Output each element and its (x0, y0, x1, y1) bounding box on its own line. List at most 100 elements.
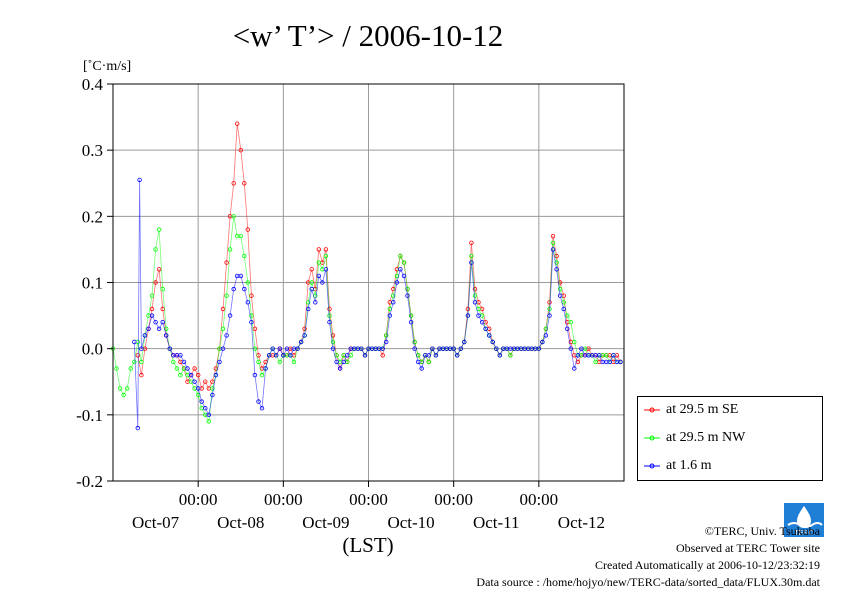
data-point (405, 286, 410, 292)
data-point (306, 300, 311, 305)
data-point (561, 306, 566, 312)
data-point (472, 300, 478, 305)
data-point (472, 293, 478, 298)
data-point (550, 233, 556, 239)
data-point (380, 353, 385, 358)
x-date-label: Oct-12 (558, 513, 605, 532)
data-point (174, 366, 180, 371)
data-point (160, 286, 165, 292)
data-point (568, 320, 573, 325)
data-point (181, 359, 187, 365)
data-point (249, 320, 254, 325)
data-point (291, 359, 297, 365)
legend-label-se: at 29.5 m SE (666, 402, 739, 417)
data-point (426, 353, 431, 358)
data-point (554, 260, 559, 265)
data-point (160, 320, 165, 325)
data-point (316, 247, 321, 252)
data-point (330, 346, 336, 351)
data-point (149, 306, 155, 312)
data-point (153, 247, 158, 252)
data-point (121, 392, 126, 398)
data-point (472, 286, 478, 292)
data-point (476, 313, 481, 318)
series-layer (110, 121, 623, 431)
data-point (490, 339, 495, 345)
data-point (320, 280, 325, 285)
data-point (139, 372, 144, 378)
logo-text: TERC (794, 530, 813, 537)
data-point (220, 346, 226, 351)
data-point (416, 359, 421, 365)
data-point (270, 346, 275, 351)
x-date-label: Oct-09 (302, 513, 349, 532)
data-point (593, 359, 598, 365)
data-point (224, 333, 229, 338)
data-point (139, 359, 144, 365)
data-point (238, 233, 243, 239)
data-point (387, 313, 392, 318)
data-point (178, 353, 183, 358)
data-point (302, 333, 307, 338)
data-point (572, 339, 577, 345)
data-point (565, 326, 570, 331)
data-point (242, 181, 247, 186)
data-point (231, 214, 236, 219)
data-point (540, 339, 545, 345)
data-point (327, 320, 332, 325)
data-point (469, 240, 474, 245)
x-axis-label: (LST) (342, 533, 393, 557)
y-tick-label: 0.2 (82, 207, 103, 226)
data-point (195, 372, 201, 378)
legend-marker-se (644, 407, 660, 413)
data-point (337, 366, 343, 371)
data-point (618, 359, 623, 365)
data-point (238, 273, 243, 279)
data-point (575, 353, 581, 358)
data-point (259, 372, 265, 378)
data-point (405, 293, 410, 298)
legend-item-se: at 29.5 m SE (644, 400, 738, 420)
data-point (309, 280, 314, 285)
data-point (384, 333, 389, 338)
data-point (139, 346, 144, 351)
y-tick-label: 0.0 (82, 340, 103, 359)
data-point (256, 359, 261, 365)
series-2 (132, 177, 623, 431)
data-point (242, 253, 247, 259)
data-point (419, 366, 424, 371)
data-point (330, 339, 336, 345)
footer-observed: Observed at TERC Tower site (675, 541, 820, 555)
data-point (309, 286, 314, 292)
data-point (206, 412, 211, 417)
data-point (536, 346, 541, 351)
data-point (277, 346, 282, 351)
data-point (178, 372, 183, 378)
data-point (245, 280, 250, 285)
y-tick-label: 0.4 (82, 75, 104, 94)
terc-logo-icon: TERC (784, 503, 824, 537)
data-point (345, 353, 350, 358)
data-point (469, 260, 474, 265)
data-point (135, 353, 140, 358)
data-point (245, 227, 250, 232)
data-point (433, 353, 439, 358)
data-point (224, 293, 229, 298)
data-point (604, 353, 609, 358)
data-point (210, 386, 215, 391)
data-point (465, 313, 471, 318)
data-point (149, 293, 155, 298)
series-line (133, 179, 621, 429)
data-point (188, 372, 194, 378)
footer-created: Created Automatically at 2006-10-12/23:3… (595, 558, 820, 572)
data-point (256, 399, 261, 404)
data-point (316, 260, 321, 265)
data-point (401, 273, 407, 279)
data-point (497, 353, 502, 358)
legend-label-1-6m: at 1.6 m (666, 458, 712, 473)
data-point (245, 300, 250, 305)
legend-item-nw: at 29.5 m NW (644, 428, 745, 448)
data-point (132, 339, 137, 345)
data-point (185, 366, 190, 371)
data-point (341, 359, 346, 365)
